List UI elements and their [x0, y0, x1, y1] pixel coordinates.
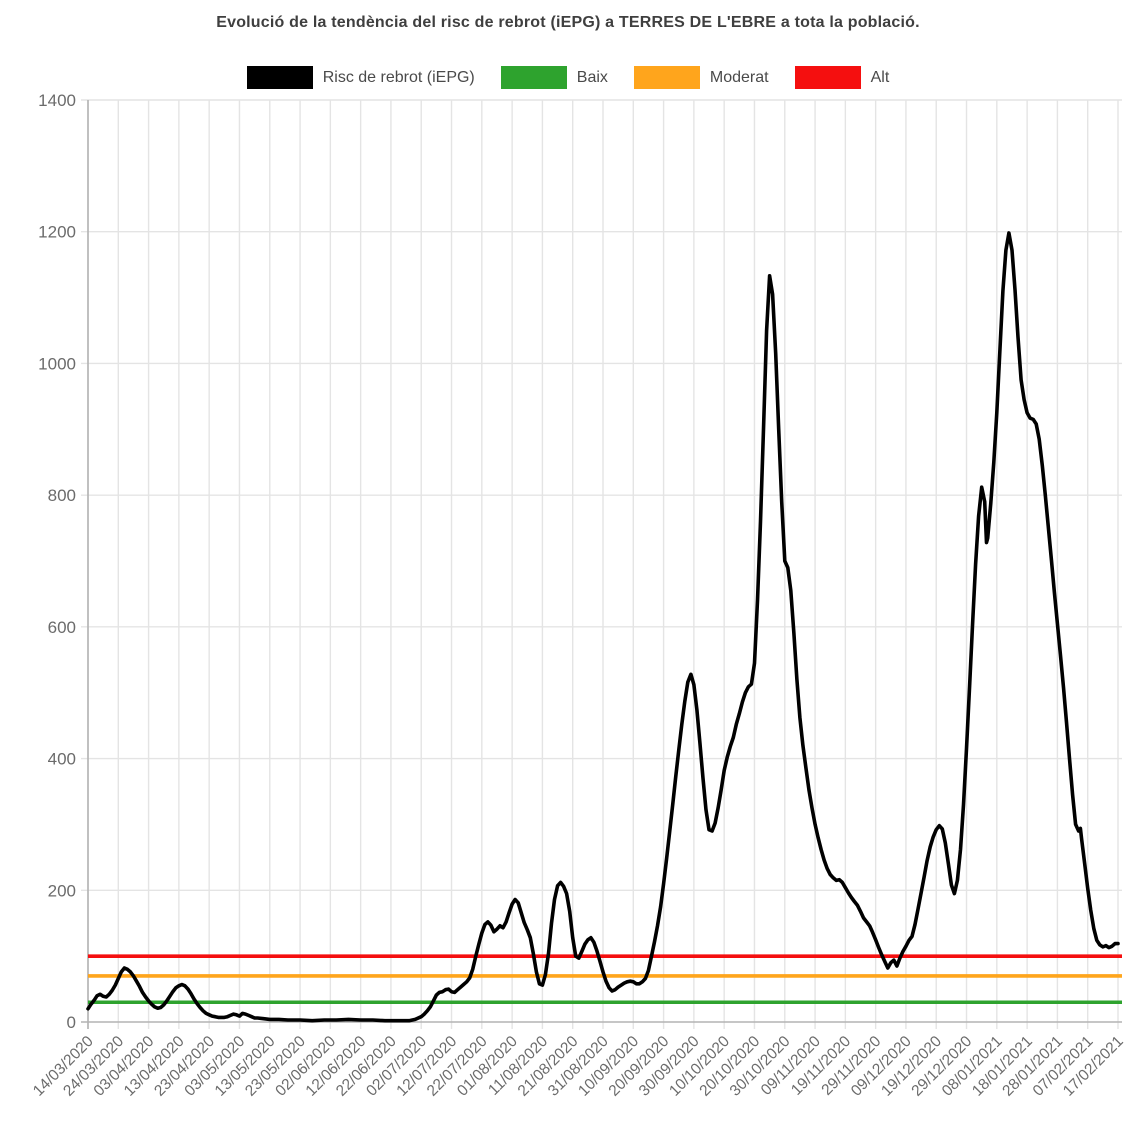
- legend-item-moderat: Moderat: [633, 66, 769, 89]
- series-line-iepg: [86, 231, 1120, 1023]
- y-gridlines: [81, 99, 1122, 891]
- y-tick-label: 800: [48, 486, 76, 505]
- y-tick-label: 400: [48, 750, 76, 769]
- y-tick-label: 200: [48, 881, 76, 900]
- y-tick-label: 1000: [38, 354, 76, 373]
- legend-label-baix: Baix: [576, 68, 608, 86]
- y-tick-label: 0: [67, 1013, 76, 1032]
- axes: [81, 100, 1122, 1029]
- legend-swatch-alt-icon: [794, 66, 861, 89]
- legend-item-series: Risc de rebrot (iEPG): [246, 66, 475, 89]
- x-axis-tick-labels: 14/03/202024/03/202003/04/202013/04/2020…: [30, 1033, 1127, 1100]
- y-tick-label: 1200: [38, 223, 76, 242]
- legend-item-baix: Baix: [500, 66, 608, 89]
- x-gridlines: [87, 100, 1119, 1029]
- legend-swatch-moderat-icon: [633, 66, 700, 89]
- y-axis-tick-labels: 0 200 400 600 800 1000 1200 1400: [38, 91, 76, 1032]
- legend-item-alt: Alt: [794, 66, 890, 89]
- legend-swatch-baix-icon: [500, 66, 567, 89]
- chart-legend: Risc de rebrot (iEPG) Baix Moderat Alt: [0, 66, 1136, 89]
- chart-title: Evolució de la tendència del risc de reb…: [216, 14, 920, 31]
- y-tick-label: 600: [48, 618, 76, 637]
- legend-swatch-series-icon: [246, 66, 313, 89]
- legend-label-alt: Alt: [870, 68, 890, 86]
- legend-label-moderat: Moderat: [709, 68, 769, 86]
- legend-label-series: Risc de rebrot (iEPG): [322, 68, 475, 86]
- y-tick-label: 1400: [38, 91, 76, 110]
